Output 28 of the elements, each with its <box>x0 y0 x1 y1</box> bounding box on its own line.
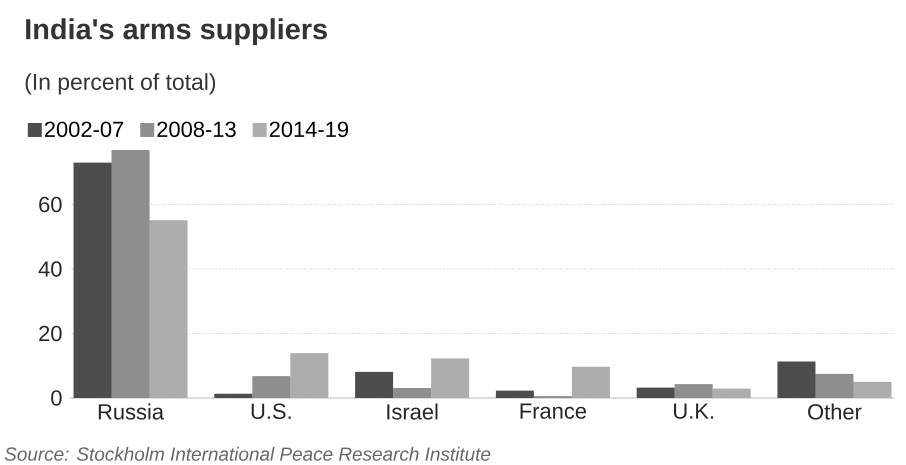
bar <box>355 372 394 398</box>
x-tick-label: Russia <box>98 404 164 420</box>
y-tick-label: 0 <box>51 390 62 406</box>
bar <box>431 358 470 398</box>
x-tick-label: U.S. <box>252 404 291 420</box>
chart-subtitle: (In percent of total) <box>26 73 216 95</box>
y-tick-label: 60 <box>39 196 62 212</box>
bar <box>150 220 188 398</box>
y-tick-label: 20 <box>39 326 62 342</box>
bar <box>712 388 751 398</box>
x-tick-label: U.K. <box>674 404 714 419</box>
bar <box>636 388 675 398</box>
x-tick-label: France <box>520 404 586 419</box>
chart-title: India's arms suppliers <box>26 18 327 46</box>
y-tick-label: 40 <box>38 261 62 277</box>
bar <box>496 390 534 398</box>
bar <box>74 162 112 398</box>
bar <box>572 366 610 398</box>
x-tick-label: Israel <box>387 404 438 420</box>
legend-label: 2002-07 <box>44 122 124 138</box>
bar <box>777 362 816 398</box>
x-tick-label: Other <box>808 404 862 420</box>
legend-label: 2014-19 <box>270 122 348 138</box>
bar <box>290 353 328 398</box>
bar <box>853 382 892 398</box>
bar <box>214 394 252 398</box>
source-note: Source: Stockholm International Peace Research Institute <box>4 446 490 461</box>
legend-label: 2008-13 <box>157 122 236 138</box>
